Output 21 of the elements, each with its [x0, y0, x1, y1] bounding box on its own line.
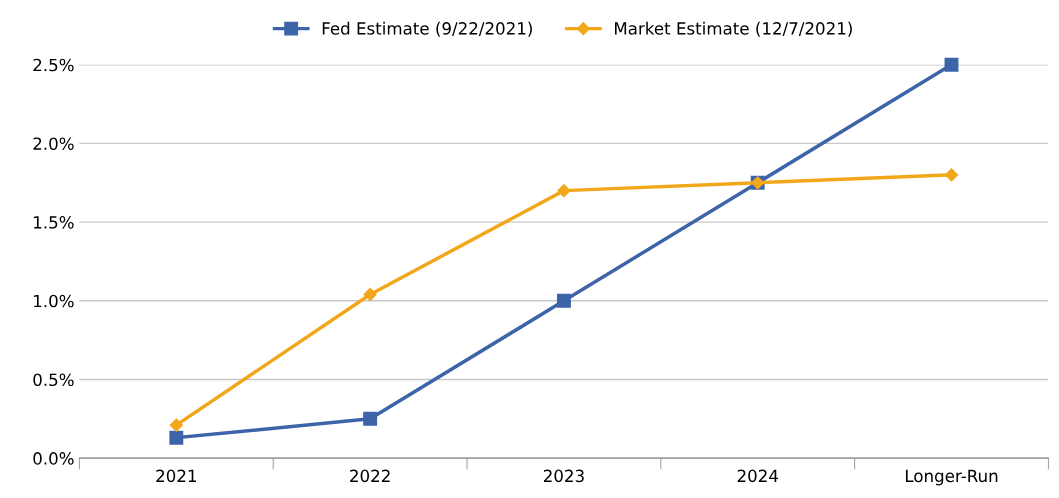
point	[944, 57, 959, 72]
point	[363, 287, 377, 302]
point	[944, 168, 959, 182]
x-tick-label: 2024	[737, 469, 778, 483]
legend-label: Market Estimate (12/7/2021)	[615, 21, 852, 37]
y-tick-label: 2.5%	[33, 58, 74, 72]
x-tick-label: 2022	[350, 469, 390, 483]
legend-label: Fed Estimate (9/22/2021)	[322, 21, 532, 37]
x-tick-label: 2021	[156, 469, 196, 483]
x-tick-label: 2023	[543, 469, 584, 483]
x-tick-label: Longer-Run	[905, 469, 998, 486]
y-tick-label: 0.5%	[33, 373, 74, 387]
point	[557, 184, 571, 198]
y-tick-label: 1.0%	[34, 294, 74, 308]
y-tick-label: 2.0%	[33, 137, 74, 150]
point	[363, 411, 378, 426]
y-tick-label: 0.0%	[33, 452, 74, 465]
point	[169, 418, 183, 432]
y-tick-label: 1.5%	[34, 216, 74, 229]
point	[556, 293, 571, 308]
point	[169, 430, 184, 445]
